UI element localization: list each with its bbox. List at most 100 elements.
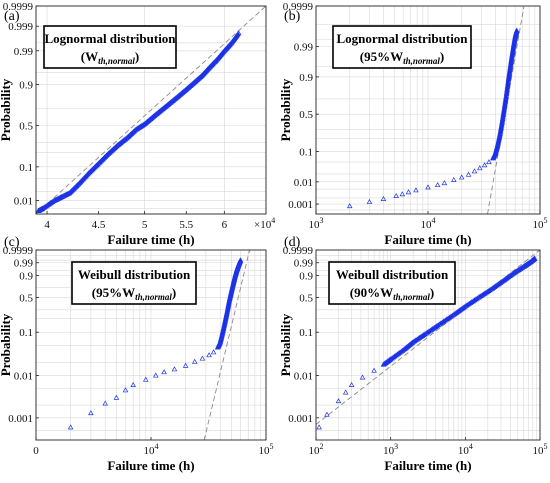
data-point [346,203,353,209]
reference-line [203,250,251,440]
data-point [434,182,441,188]
legend-title: Lognormal distribution [336,31,468,46]
data-point [113,394,120,400]
y-tick-label: 0.5 [299,293,313,305]
x-tick-label: 4 [44,219,50,231]
panel-b: 0.001 0.01 0.1 0.5 0.9 0.99 0.9999 103 104 105 Fai… [278,1,548,247]
data-point [359,374,366,380]
y-tick-label: 0.001 [288,199,313,211]
x-tick-exponent: 3 [320,216,324,225]
data-point [324,411,330,417]
legend-subtitle: (95%Wth,normal) [92,285,176,302]
y-tick-label: 0.5 [299,109,313,121]
y-tick-label: 0.9 [19,270,33,282]
x-tick-label: 105 [533,442,548,457]
y-tick-label: 0.9 [299,72,313,84]
y-tick-label: 0.1 [299,146,313,158]
data-point [465,171,472,177]
data-point [476,165,483,171]
data-point [316,424,322,430]
x-tick-exponent: 5 [544,442,548,451]
legend-subtitle: (Wth,normal) [81,49,139,66]
x-tick-exponent: 4 [155,442,159,451]
y-tick-label: 0.9999 [3,1,34,13]
x-tick-label: 103 [383,442,398,457]
plot-frame [315,249,541,441]
y-tick-label: 0.5 [19,121,33,133]
y-tick-label: 0.9 [19,79,33,91]
data-point [393,192,399,198]
x-tick-label: 103 [309,216,324,231]
legend-subscript: th,normal [403,56,440,66]
x-tick-exponent: 4 [469,442,473,451]
y-tick-label: 0.01 [294,177,313,189]
y-tick-label: 0.9999 [283,1,314,13]
x-tick-exponent: 5 [544,216,548,225]
panel-label: (d) [284,235,301,250]
data-point [335,398,342,404]
legend-subtitle-main: (W [81,49,98,64]
data-point [486,159,492,165]
x-tick-exponent: 3 [394,442,398,451]
data-point [161,369,167,375]
x-axis-label: Failure time (h) [107,232,194,247]
data-point [237,257,244,263]
legend-box [71,261,197,305]
data-point [235,30,242,36]
x-tick-exponent: 4 [432,216,436,225]
x-tick-label: 5 [142,219,148,231]
x-axis-label: Failure time (h) [107,458,194,473]
y-tick-label: 0.99 [14,46,34,58]
y-tick-label: 0.01 [294,370,313,382]
y-tick-label: 0.1 [19,327,33,339]
y-tick-label: 0.1 [299,327,313,339]
data-point [531,255,538,261]
x-tick-label: 105 [259,442,274,457]
x-tick-label: 104 [458,442,473,457]
data-point [348,381,355,387]
data-point [199,355,206,361]
data-point [102,400,109,406]
data-point [505,79,511,85]
legend-box [328,261,456,305]
x-tick-label: 104 [144,442,159,457]
panel-label: (b) [284,9,301,24]
data-point [210,349,217,355]
x-multiplier-exponent: 4 [271,216,275,225]
data-point [67,424,74,430]
legend-subscript: th,normal [135,292,172,302]
data-point [206,352,212,358]
data-point [399,191,406,197]
panel-c: 0.001 0.01 0.1 0.5 0.90.990.9999 0 104 105 Failu… [0,235,274,473]
data-point [371,367,377,373]
legend-box [43,25,177,69]
x-tick-label: 104 [421,216,436,231]
legend-subtitle-main: (90%W [350,285,393,300]
legend-subtitle-end: ) [430,285,434,300]
plot-area [316,250,540,430]
y-axis-label: Probability [0,313,13,376]
x-tick-label: 5.5 [179,219,193,231]
y-tick-label: 0.9 [299,270,313,282]
y-tick-label: 0.9999 [283,245,314,257]
x-multiplier: ×104 [254,216,275,231]
data-point [88,410,94,416]
legend-subtitle: (90%Wth,normal) [350,285,434,302]
y-axis-label: Probability [278,313,293,376]
data-point [425,184,431,190]
y-tick-label: 0.001 [288,413,313,425]
x-tick-label: 102 [309,442,324,457]
y-tick-label: 0.99 [294,258,314,270]
data-point [458,174,465,180]
data-point [122,387,129,393]
legend-box [332,25,472,69]
data-point [451,176,457,182]
legend-subtitle-main: (95%W [92,285,135,300]
y-tick-label: 0.5 [19,293,33,305]
data-point [130,381,136,387]
data-point [182,362,189,368]
x-tick-label: 6 [222,219,228,231]
data-point [366,198,373,204]
y-tick-label: 0.99 [14,258,34,270]
